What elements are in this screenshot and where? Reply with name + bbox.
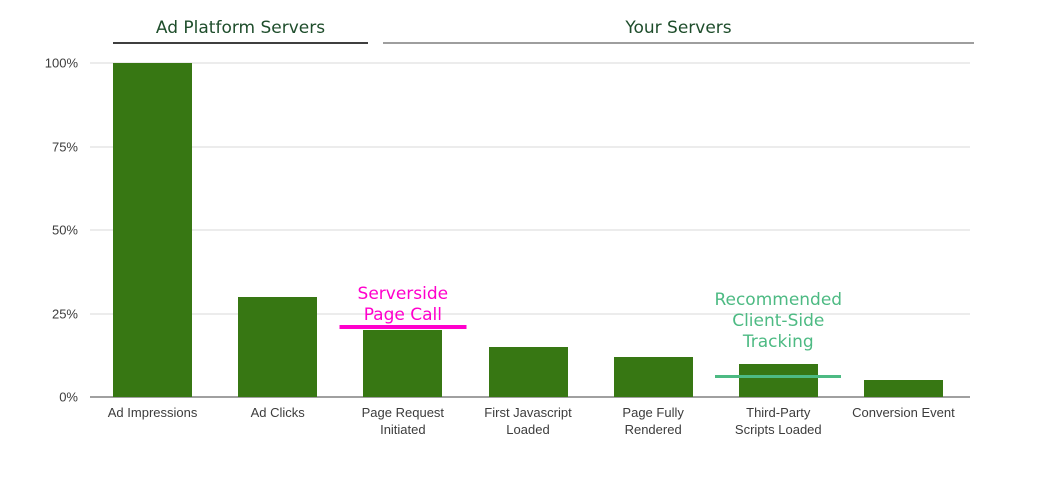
annotation-rule (339, 324, 467, 329)
y-axis-tick-label: 0% (59, 389, 78, 405)
y-axis-tick-label: 100% (44, 55, 78, 71)
gridline (90, 62, 970, 64)
group-header-underline (383, 42, 974, 44)
bar-third-party-scripts-loaded (738, 363, 818, 397)
group-header-label: Your Servers (625, 18, 732, 38)
x-axis-label: First Javascript Loaded (484, 405, 572, 437)
x-axis-baseline (90, 396, 970, 398)
bar-first-javascript-loaded (488, 346, 568, 397)
x-axis-label: Page Fully Rendered (622, 405, 684, 437)
annotation-rule (715, 375, 842, 379)
bar-page-fully-rendered (613, 356, 693, 397)
gridline (90, 229, 970, 231)
bar-ad-clicks (238, 296, 318, 397)
annotation-text-recommended-client-side-tracking: Recommended Client-Side Tracking (714, 290, 843, 352)
x-axis-label: Ad Clicks (250, 405, 305, 420)
group-header-your-servers: Your Servers (383, 16, 974, 44)
bar-ad-impressions (113, 63, 193, 397)
bar-page-request-initiated (363, 330, 443, 397)
gridline (90, 145, 970, 148)
gridline (90, 312, 970, 315)
group-header-label: Ad Platform Servers (155, 18, 326, 38)
x-axis-label: Page Request Initiated (361, 405, 445, 437)
x-axis-label: Conversion Event (852, 405, 955, 420)
bar-conversion-event (863, 380, 943, 397)
annotation-text-serverside-page-call: Serverside Page Call (357, 284, 449, 325)
y-axis-tick-label: 75% (51, 139, 78, 154)
group-header-ad-platform-servers: Ad Platform Servers (113, 16, 368, 44)
y-axis-tick-label: 50% (51, 222, 78, 238)
y-axis-tick-label: 25% (51, 306, 78, 321)
x-axis-label: Third-Party Scripts Loaded (734, 405, 822, 437)
x-axis-label: Ad Impressions (107, 405, 198, 420)
group-header-underline (113, 42, 368, 44)
